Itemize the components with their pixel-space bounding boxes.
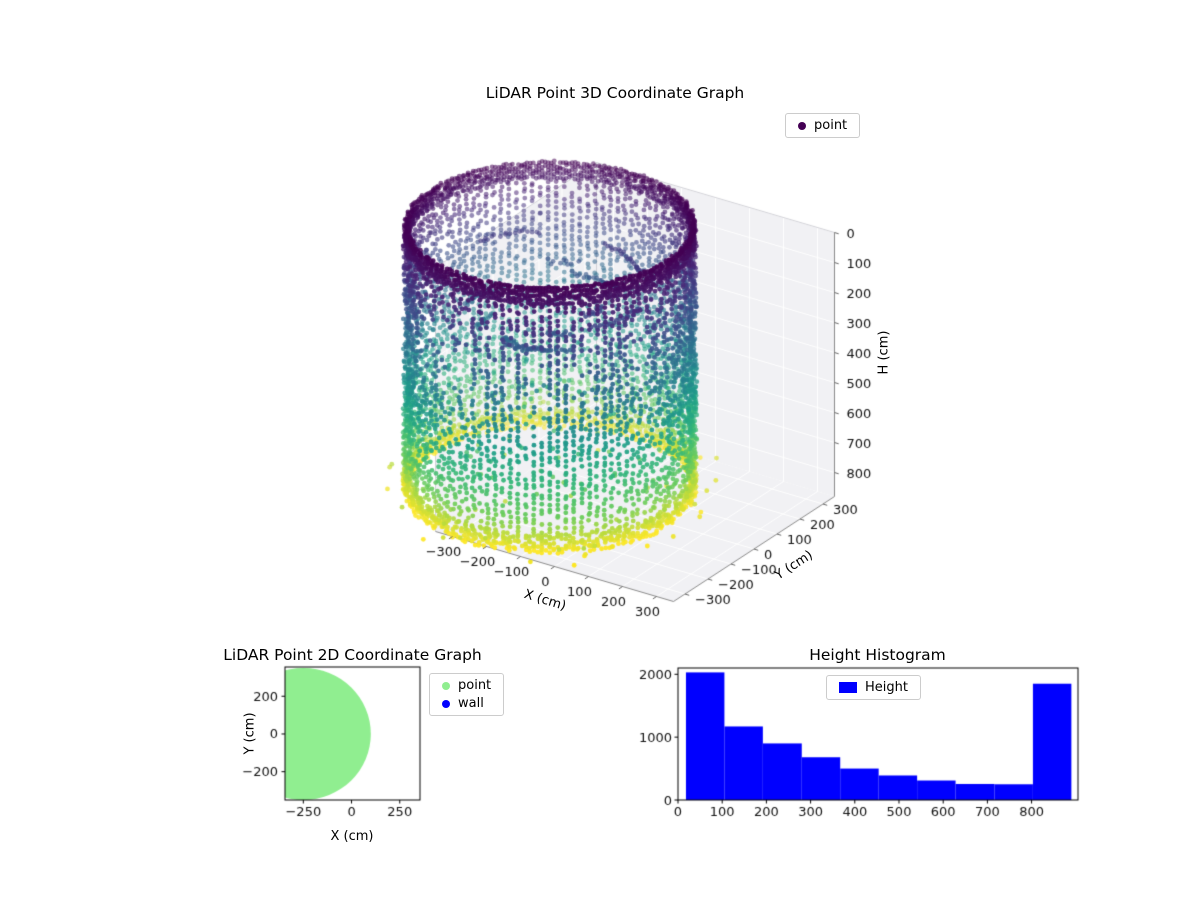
legend-entry-height: Height bbox=[837, 680, 910, 695]
legend-label-wall: wall bbox=[458, 696, 484, 711]
wall-legend-marker-icon bbox=[442, 699, 450, 708]
legend-label-point: point bbox=[814, 118, 848, 133]
plot3d-h-axis-label: H (cm) bbox=[876, 330, 892, 375]
plot2d-legend: point wall bbox=[429, 673, 505, 716]
plot2d-x-axis-label: X (cm) bbox=[330, 829, 374, 844]
histogram-legend: Height bbox=[826, 675, 921, 700]
legend-entry-point: point bbox=[796, 118, 849, 133]
histogram-canvas bbox=[620, 640, 1100, 855]
plot-2d-canvas bbox=[220, 640, 560, 855]
plot3d-legend: point bbox=[785, 113, 861, 138]
legend-entry-wall: wall bbox=[440, 696, 493, 711]
legend-label-height: Height bbox=[865, 680, 908, 695]
point-legend-marker-icon bbox=[798, 121, 806, 130]
height-legend-patch-icon bbox=[839, 682, 857, 693]
point-legend-marker-icon bbox=[442, 681, 450, 690]
legend-entry-point: point bbox=[440, 678, 493, 693]
legend-label-point: point bbox=[458, 678, 492, 693]
plot-3d-canvas bbox=[300, 70, 940, 670]
plot2d-y-axis-label: Y (cm) bbox=[242, 712, 258, 755]
